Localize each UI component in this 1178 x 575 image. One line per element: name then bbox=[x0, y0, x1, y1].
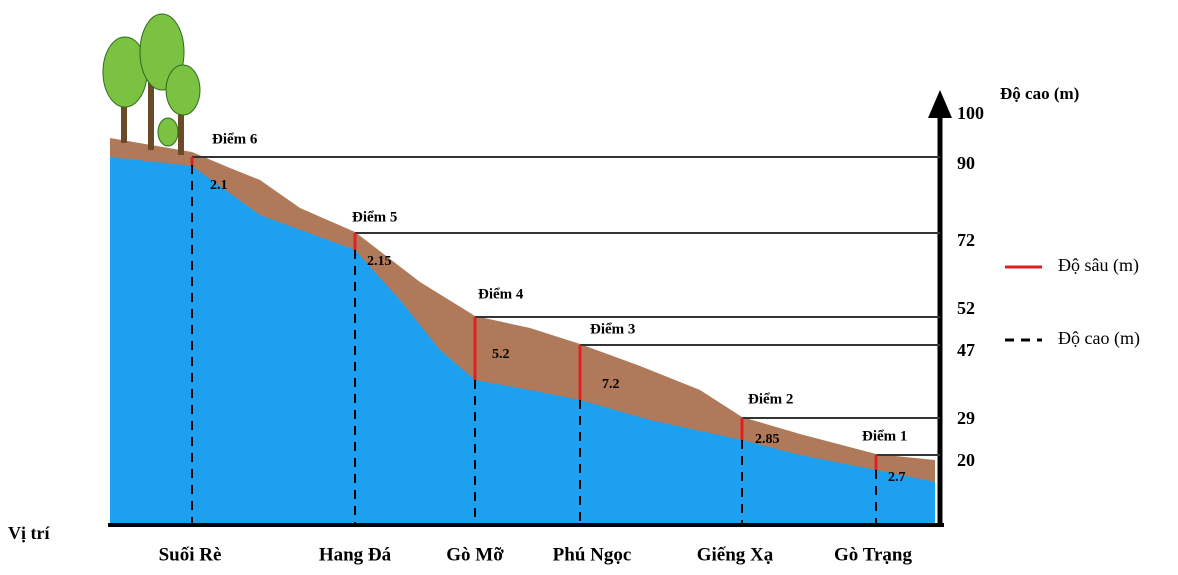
depth-label: 2.85 bbox=[755, 432, 780, 447]
location-label: Hang Đá bbox=[319, 544, 392, 565]
tick-label: 47 bbox=[957, 340, 975, 360]
point-label: Điểm 3 bbox=[590, 321, 635, 337]
location-label: Gò Trạng bbox=[834, 544, 912, 565]
trees bbox=[102, 13, 201, 155]
tick-label: 52 bbox=[957, 298, 975, 318]
depth-label: 2.7 bbox=[888, 470, 906, 485]
point-label: Điểm 6 bbox=[212, 131, 258, 147]
location-label: Phú Ngọc bbox=[553, 544, 632, 565]
tick-label: 72 bbox=[957, 230, 975, 250]
point-label: Điểm 5 bbox=[352, 209, 397, 225]
point-label: Điểm 2 bbox=[748, 391, 793, 407]
legend-label: Độ sâu (m) bbox=[1058, 255, 1139, 276]
depth-label: 2.1 bbox=[210, 178, 228, 193]
location-label: Suối Rè bbox=[159, 544, 222, 565]
depth-label: 2.15 bbox=[367, 254, 392, 269]
tick-label: 100 bbox=[957, 103, 984, 123]
axis-title: Độ cao (m) bbox=[1000, 84, 1079, 103]
water bbox=[110, 157, 935, 525]
axis-arrow bbox=[928, 90, 952, 118]
x-title: Vị trí bbox=[8, 523, 50, 543]
legend-label: Độ cao (m) bbox=[1058, 328, 1140, 349]
tick-label: 90 bbox=[957, 153, 975, 173]
point-label: Điểm 1 bbox=[862, 428, 907, 444]
location-label: Giếng Xạ bbox=[697, 544, 774, 565]
depth-label: 7.2 bbox=[602, 377, 620, 392]
depth-label: 5.2 bbox=[492, 347, 510, 362]
tick-label: 29 bbox=[957, 408, 975, 428]
location-label: Gò Mỡ bbox=[446, 544, 504, 565]
tick-label: 20 bbox=[957, 450, 975, 470]
point-label: Điểm 4 bbox=[478, 286, 524, 302]
